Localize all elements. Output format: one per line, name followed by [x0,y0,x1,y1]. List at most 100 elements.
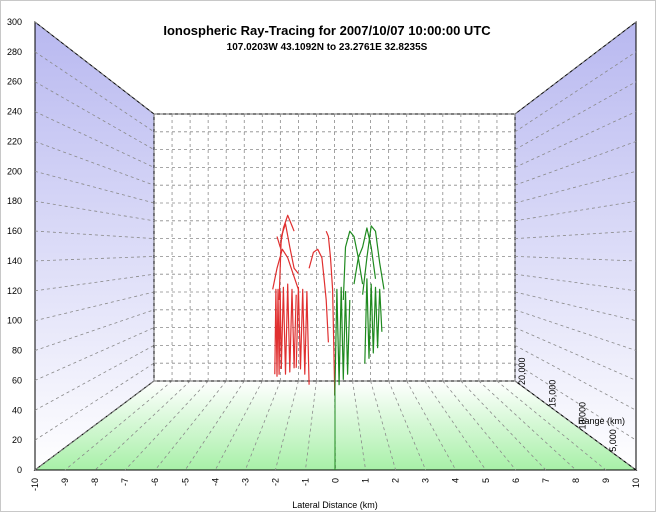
y-tick-label: 0 [17,465,22,475]
grid-line-floor [64,380,173,471]
x-tick-label: -2 [270,478,280,486]
z-tick-label: 5,000 [608,429,618,452]
grid-line-left-wall [34,256,155,262]
grid-line-left-wall [34,200,155,222]
grid-line-floor [154,380,227,471]
grid-line-left-wall [34,327,155,381]
grid-line-floor [124,380,209,471]
x-tick-labels: -10 -9 -8 -7 -6 -5 -4 -3 -2 -1 0 1 2 3 4 5 6 7 8 9 10 [30,478,641,491]
grid-line-right-wall [514,380,637,471]
grid-line-right-wall [514,273,637,292]
grid-line-left-wall [34,273,155,292]
grid-line-right-wall [514,327,637,381]
y-tick-label: 300 [7,17,22,27]
x-tick-label: -10 [30,478,40,491]
y-tick-label: 260 [7,77,22,87]
ray-path [334,286,351,396]
x-tick-label: 9 [601,478,611,483]
y-tick-label: 180 [7,196,22,206]
ray-series [272,214,385,396]
grid-lines [34,21,637,471]
x-tick-label: -3 [240,478,250,486]
x-tick-label: -1 [300,478,310,486]
x-tick-label: -7 [120,478,130,486]
x-tick-label: -5 [180,478,190,486]
x-tick-label: 1 [361,478,371,483]
ray-path [364,278,383,364]
grid-line-right-wall [514,230,637,239]
grid-line-floor [388,380,427,471]
x-tick-label: 0 [331,478,341,483]
grid-line-right-wall [514,51,637,133]
grid-line-right-wall [514,345,637,411]
grid-line-floor [244,380,281,471]
grid-line-right-wall [514,111,637,168]
y-tick-label: 160 [7,226,22,236]
grid-line-right-wall [514,81,637,150]
grid-line-right-wall [514,291,637,322]
x-tick-label: 10 [631,478,641,488]
grid-line-left-wall [34,380,155,471]
y-tick-label: 200 [7,166,22,176]
y-tick-label: 240 [7,107,22,117]
x-tick-label: 2 [391,478,401,483]
x-tick-label: -4 [210,478,220,486]
grid-line-left-wall [34,81,155,150]
z-axis-label: Range (km) [578,416,625,426]
grid-line-floor [406,380,457,471]
ray-path [362,225,385,295]
ray-path [280,283,297,375]
grid-line-left-wall [34,21,155,115]
y-tick-label: 80 [12,346,22,356]
x-tick-label: -8 [90,478,100,486]
ray-path [342,230,364,301]
ray-path [276,214,295,248]
x-tick-label: 6 [511,478,521,483]
x-tick-label: -6 [150,478,160,486]
y-tick-label: 140 [7,256,22,266]
grid-line-floor [305,380,317,471]
ray-path [295,286,310,385]
y-tick-label: 60 [12,375,22,385]
chart-title: Ionospheric Ray-Tracing for 2007/10/07 1… [163,23,491,38]
grid-line-left-wall [34,291,155,322]
y-tick-label: 40 [12,405,22,415]
x-tick-label: 4 [451,478,461,483]
grid-line-left-wall [34,170,155,204]
grid-line-right-wall [514,200,637,222]
z-tick-labels: 5,000 10,000 15,000 20,000 [517,357,618,451]
grid-line-floor [214,380,263,471]
z-tick-label: 10,000 [578,402,588,430]
y-tick-label: 20 [12,435,22,445]
z-tick-label: 20,000 [517,357,527,385]
y-tick-labels: 0 20 40 60 80 100 120 140 160 180 200 220 240 260 280 3… [7,17,22,475]
x-tick-label: 7 [541,478,551,483]
x-axis-label: Lateral Distance (km) [292,500,378,510]
chart-subtitle: 107.0203W 43.1092N to 23.2761E 32.8235S [227,42,428,53]
grid-line-right-wall [514,170,637,204]
grid-line-floor [478,380,577,471]
grid-line-left-wall [34,230,155,239]
grid-line-floor [460,380,547,471]
y-tick-label: 120 [7,286,22,296]
y-tick-label: 100 [7,316,22,326]
x-tick-label: 8 [571,478,581,483]
grid-line-right-wall [514,21,637,115]
ray-path [278,223,299,301]
grid-line-floor [352,380,366,471]
grid-line-left-wall [34,309,155,351]
z-tick-label: 15,000 [547,380,557,408]
x-tick-label: -9 [60,478,70,486]
grid-line-right-wall [514,256,637,262]
grid-line-left-wall [34,111,155,168]
y-tick-label: 220 [7,136,22,146]
ray-path [274,288,282,377]
ray-path [353,227,377,285]
ray-path [272,248,299,290]
grid-line-floor [442,380,517,471]
ray-path [308,248,329,343]
grid-line-floor [94,380,191,471]
y-tick-label: 280 [7,47,22,57]
x-tick-label: 5 [481,478,491,483]
